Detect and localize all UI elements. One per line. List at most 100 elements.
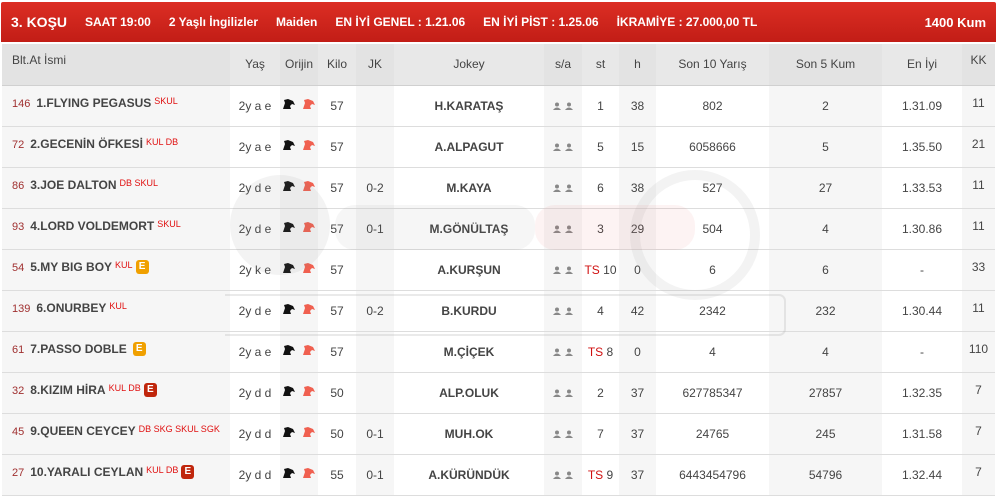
dam-horse-icon[interactable] (301, 468, 317, 482)
owner-person-icon[interactable] (553, 99, 562, 113)
horse-name-link[interactable]: 9.QUEEN CEYCEY (30, 423, 136, 438)
jockey-link[interactable]: M.KAYA (394, 167, 544, 209)
trainer-person-icon[interactable] (564, 386, 573, 400)
jockey-link[interactable]: A.KURŞUN (394, 249, 544, 291)
sire-horse-icon[interactable] (281, 304, 297, 318)
dam-horse-icon[interactable] (301, 99, 317, 113)
origin-icons[interactable] (280, 372, 318, 414)
owner-person-icon[interactable] (553, 222, 562, 236)
owner-trainer-icons[interactable] (544, 208, 582, 250)
trainer-person-icon[interactable] (564, 263, 573, 277)
table-row[interactable]: 139 6.ONURBEY KUL 2y d e 57 0-2 B.KURDU 4 … (2, 290, 995, 332)
trainer-person-icon[interactable] (564, 99, 573, 113)
trainer-person-icon[interactable] (564, 304, 573, 318)
owner-person-icon[interactable] (553, 181, 562, 195)
origin-icons[interactable] (280, 167, 318, 209)
trainer-person-icon[interactable] (564, 181, 573, 195)
origin-icons[interactable] (280, 126, 318, 168)
origin-icons[interactable] (280, 249, 318, 291)
horse-name-link[interactable]: 4.LORD VOLDEMORT (30, 218, 155, 233)
origin-icons[interactable] (280, 413, 318, 455)
sire-horse-icon[interactable] (281, 263, 297, 277)
col-header-horse-name[interactable]: Blt.At İsmi (2, 44, 230, 86)
origin-icons[interactable] (280, 290, 318, 332)
owner-person-icon[interactable] (553, 140, 562, 154)
trainer-person-icon[interactable] (564, 427, 573, 441)
table-row[interactable]: 27 10.YARALI CEYLAN KUL DB E 2y d d 55 0-1 … (2, 454, 995, 496)
owner-trainer-icons[interactable] (544, 85, 582, 127)
col-header-h[interactable]: h (619, 44, 656, 86)
jockey-link[interactable]: A.KÜRÜNDÜK (394, 454, 544, 496)
owner-person-icon[interactable] (553, 468, 562, 482)
table-row[interactable]: 86 3.JOE DALTON DB SKUL 2y d e 57 0-2 M.KA… (2, 167, 995, 209)
jockey-link[interactable]: A.ALPAGUT (394, 126, 544, 168)
jockey-link[interactable]: B.KURDU (394, 290, 544, 332)
owner-trainer-icons[interactable] (544, 290, 582, 332)
horse-name-link[interactable]: 7.PASSO DOBLE (30, 341, 127, 356)
trainer-person-icon[interactable] (564, 345, 573, 359)
col-header-best[interactable]: En İyi (882, 44, 962, 86)
jockey-link[interactable]: M.GÖNÜLTAŞ (394, 208, 544, 250)
col-header-st[interactable]: st (582, 44, 619, 86)
trainer-person-icon[interactable] (564, 140, 573, 154)
owner-trainer-icons[interactable] (544, 167, 582, 209)
owner-person-icon[interactable] (553, 386, 562, 400)
table-row[interactable]: 45 9.QUEEN CEYCEY DB SKG SKUL SGK 2y d d 5… (2, 413, 995, 455)
sire-horse-icon[interactable] (281, 181, 297, 195)
sire-horse-icon[interactable] (281, 222, 297, 236)
owner-trainer-icons[interactable] (544, 126, 582, 168)
col-header-origin[interactable]: Orijin (280, 44, 318, 86)
origin-icons[interactable] (280, 454, 318, 496)
owner-trainer-icons[interactable] (544, 249, 582, 291)
owner-person-icon[interactable] (553, 304, 562, 318)
dam-horse-icon[interactable] (301, 263, 317, 277)
dam-horse-icon[interactable] (301, 427, 317, 441)
owner-trainer-icons[interactable] (544, 454, 582, 496)
jockey-link[interactable]: M.ÇİÇEK (394, 331, 544, 373)
jockey-link[interactable]: MUH.OK (394, 413, 544, 455)
origin-icons[interactable] (280, 208, 318, 250)
dam-horse-icon[interactable] (301, 222, 317, 236)
trainer-person-icon[interactable] (564, 222, 573, 236)
owner-trainer-icons[interactable] (544, 331, 582, 373)
dam-horse-icon[interactable] (301, 304, 317, 318)
owner-person-icon[interactable] (553, 263, 562, 277)
sire-horse-icon[interactable] (281, 386, 297, 400)
jockey-link[interactable]: H.KARATAŞ (394, 85, 544, 127)
col-header-jk[interactable]: JK (356, 44, 394, 86)
trainer-person-icon[interactable] (564, 468, 573, 482)
horse-name-link[interactable]: 8.KIZIM HİRA (30, 382, 106, 397)
owner-trainer-icons[interactable] (544, 413, 582, 455)
table-row[interactable]: 61 7.PASSO DOBLE E 2y a e 57 M.ÇİÇEK TS 8 … (2, 331, 995, 373)
horse-name-link[interactable]: 6.ONURBEY (36, 300, 107, 315)
horse-name-link[interactable]: 2.GECENİN ÖFKESİ (30, 136, 143, 151)
dam-horse-icon[interactable] (301, 345, 317, 359)
origin-icons[interactable] (280, 331, 318, 373)
horse-name-link[interactable]: 3.JOE DALTON (30, 177, 117, 192)
col-header-jockey[interactable]: Jokey (394, 44, 544, 86)
horse-name-link[interactable]: 1.FLYING PEGASUS (36, 95, 152, 110)
owner-person-icon[interactable] (553, 345, 562, 359)
horse-name-link[interactable]: 10.YARALI CEYLAN (30, 464, 144, 479)
sire-horse-icon[interactable] (281, 468, 297, 482)
dam-horse-icon[interactable] (301, 386, 317, 400)
col-header-kk[interactable]: KK (962, 44, 995, 86)
sire-horse-icon[interactable] (281, 427, 297, 441)
table-row[interactable]: 32 8.KIZIM HİRA KUL DB E 2y d d 50 ALP.OLUK… (2, 372, 995, 414)
sire-horse-icon[interactable] (281, 140, 297, 154)
origin-icons[interactable] (280, 85, 318, 127)
col-header-last10[interactable]: Son 10 Yarış (656, 44, 769, 86)
owner-trainer-icons[interactable] (544, 372, 582, 414)
table-row[interactable]: 72 2.GECENİN ÖFKESİ KUL DB 2y a e 57 A.ALP… (2, 126, 995, 168)
col-header-sa[interactable]: s/a (544, 44, 582, 86)
sire-horse-icon[interactable] (281, 99, 297, 113)
col-header-last5[interactable]: Son 5 Kum (769, 44, 882, 86)
horse-name-link[interactable]: 5.MY BIG BOY (30, 259, 113, 274)
sire-horse-icon[interactable] (281, 345, 297, 359)
owner-person-icon[interactable] (553, 427, 562, 441)
table-row[interactable]: 93 4.LORD VOLDEMORT SKUL 2y d e 57 0-1 M.G… (2, 208, 995, 250)
table-row[interactable]: 146 1.FLYING PEGASUS SKUL 2y a e 57 H.KARA… (2, 85, 995, 127)
table-row[interactable]: 54 5.MY BIG BOY KUL E 2y k e 57 A.KURŞUN TS… (2, 249, 995, 291)
dam-horse-icon[interactable] (301, 140, 317, 154)
jockey-link[interactable]: ALP.OLUK (394, 372, 544, 414)
